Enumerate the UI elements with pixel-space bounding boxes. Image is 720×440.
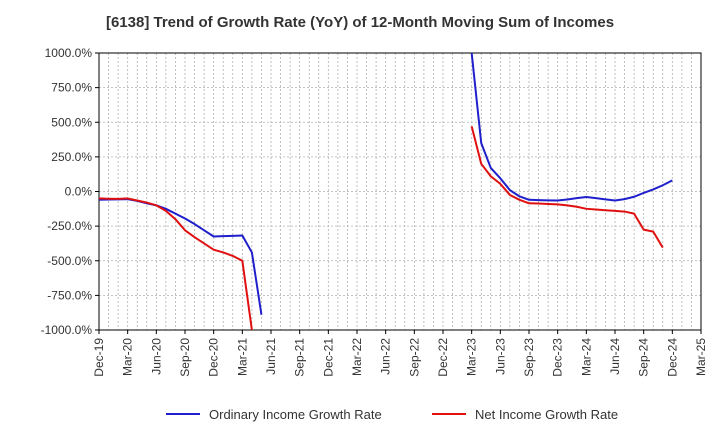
x-tick-label: Jun-24 (608, 338, 622, 375)
legend-label: Net Income Growth Rate (475, 407, 618, 422)
grid-layer (99, 53, 701, 330)
x-tick-label: Dec-24 (665, 338, 679, 377)
y-tick-label: 750.0% (51, 81, 92, 95)
x-tick-label: Dec-22 (436, 338, 450, 377)
x-tick-label: Dec-20 (207, 338, 221, 377)
y-tick-label: -1000.0% (41, 323, 93, 337)
legend-label: Ordinary Income Growth Rate (209, 407, 382, 422)
y-tick-label: 0.0% (65, 185, 93, 199)
series-layer (99, 53, 673, 330)
series-line-ordinary-income (99, 198, 263, 315)
y-tick-label: 500.0% (51, 115, 92, 129)
x-tick-label: Jun-23 (493, 338, 507, 375)
x-tick-label: Sep-23 (522, 338, 536, 377)
x-tick-label: Sep-20 (178, 338, 192, 377)
legend: Ordinary Income Growth Rate Net Income Gr… (166, 407, 618, 422)
x-tick-label: Jun-21 (264, 338, 278, 375)
x-tick-label: Dec-21 (321, 338, 335, 377)
y-tick-label: 250.0% (51, 150, 92, 164)
x-tick-label: Mar-23 (465, 338, 479, 376)
chart-title: [6138] Trend of Growth Rate (YoY) of 12-… (105, 14, 615, 31)
x-tick-label: Sep-21 (293, 338, 307, 377)
x-tick-label: Mar-20 (121, 338, 135, 376)
axis-layer: 1000.0% 750.0% 500.0% 250.0% 0.0% -250.0% -500… (41, 46, 708, 377)
x-tick-label: Jun-22 (379, 338, 393, 375)
x-tick-label: Sep-22 (407, 338, 421, 377)
x-tick-label: Dec-23 (551, 338, 565, 377)
y-tick-label: -750.0% (47, 288, 92, 302)
x-tick-label: Mar-21 (235, 338, 249, 376)
x-tick-label: Sep-24 (637, 338, 651, 377)
series-line-net-income (470, 126, 664, 249)
series-line-ordinary-income (470, 53, 673, 202)
x-tick-label: Dec-19 (92, 338, 106, 377)
y-tick-label: -500.0% (47, 254, 92, 268)
x-tick-label: Mar-25 (694, 338, 708, 376)
series-line-net-income (99, 197, 253, 330)
x-tick-label: Jun-20 (149, 338, 163, 375)
y-tick-label: -250.0% (47, 219, 92, 233)
x-tick-label: Mar-24 (579, 338, 593, 376)
y-tick-label: 1000.0% (45, 46, 93, 60)
x-tick-label: Mar-22 (350, 338, 364, 376)
